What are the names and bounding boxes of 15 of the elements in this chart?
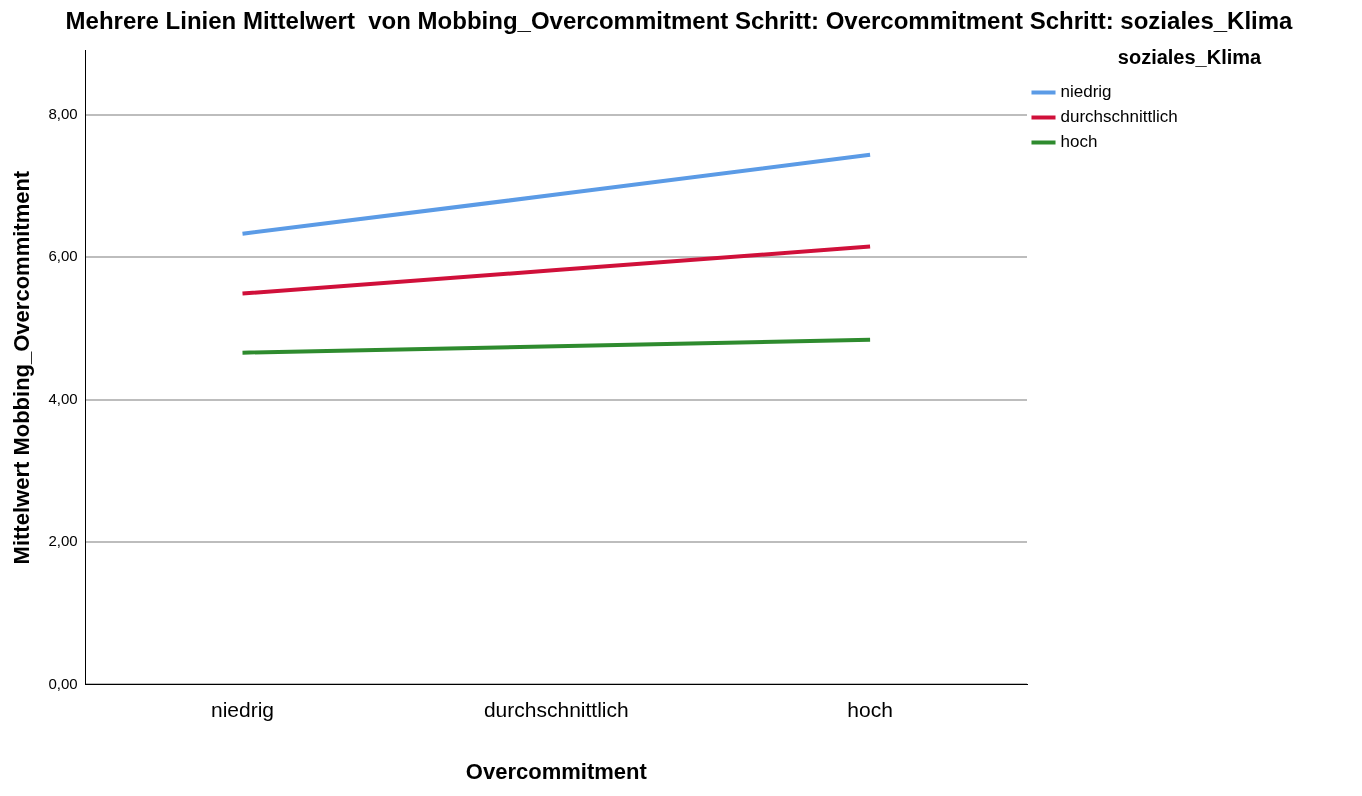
- chart-title: Mehrere Linien Mittelwert von Mobbing_Overcommitment Schritt: Overcommitment Schritt: soziales_Klima: [65, 7, 1294, 35]
- x-tick-label: niedrig: [210, 697, 275, 721]
- legend-title: soziales_Klima: [1117, 45, 1263, 68]
- y-axis-title: Mittelwert Mobbing_Overcommitment: [9, 170, 35, 565]
- x-tick-label: durchschnittlich: [483, 697, 629, 721]
- x-tick-label: hoch: [847, 697, 893, 721]
- y-tick-label: 6,00: [48, 247, 78, 265]
- y-tick-label: 2,00: [48, 532, 78, 550]
- y-tick-label: 8,00: [48, 105, 78, 123]
- y-tick-label: 4,00: [48, 389, 78, 407]
- legend-label: durchschnittlich: [1060, 107, 1178, 127]
- y-tick-label: 0,00: [48, 674, 78, 692]
- legend-label: hoch: [1060, 132, 1098, 152]
- legend-label: niedrig: [1060, 82, 1112, 102]
- x-axis-title: Overcommitment: [465, 758, 648, 784]
